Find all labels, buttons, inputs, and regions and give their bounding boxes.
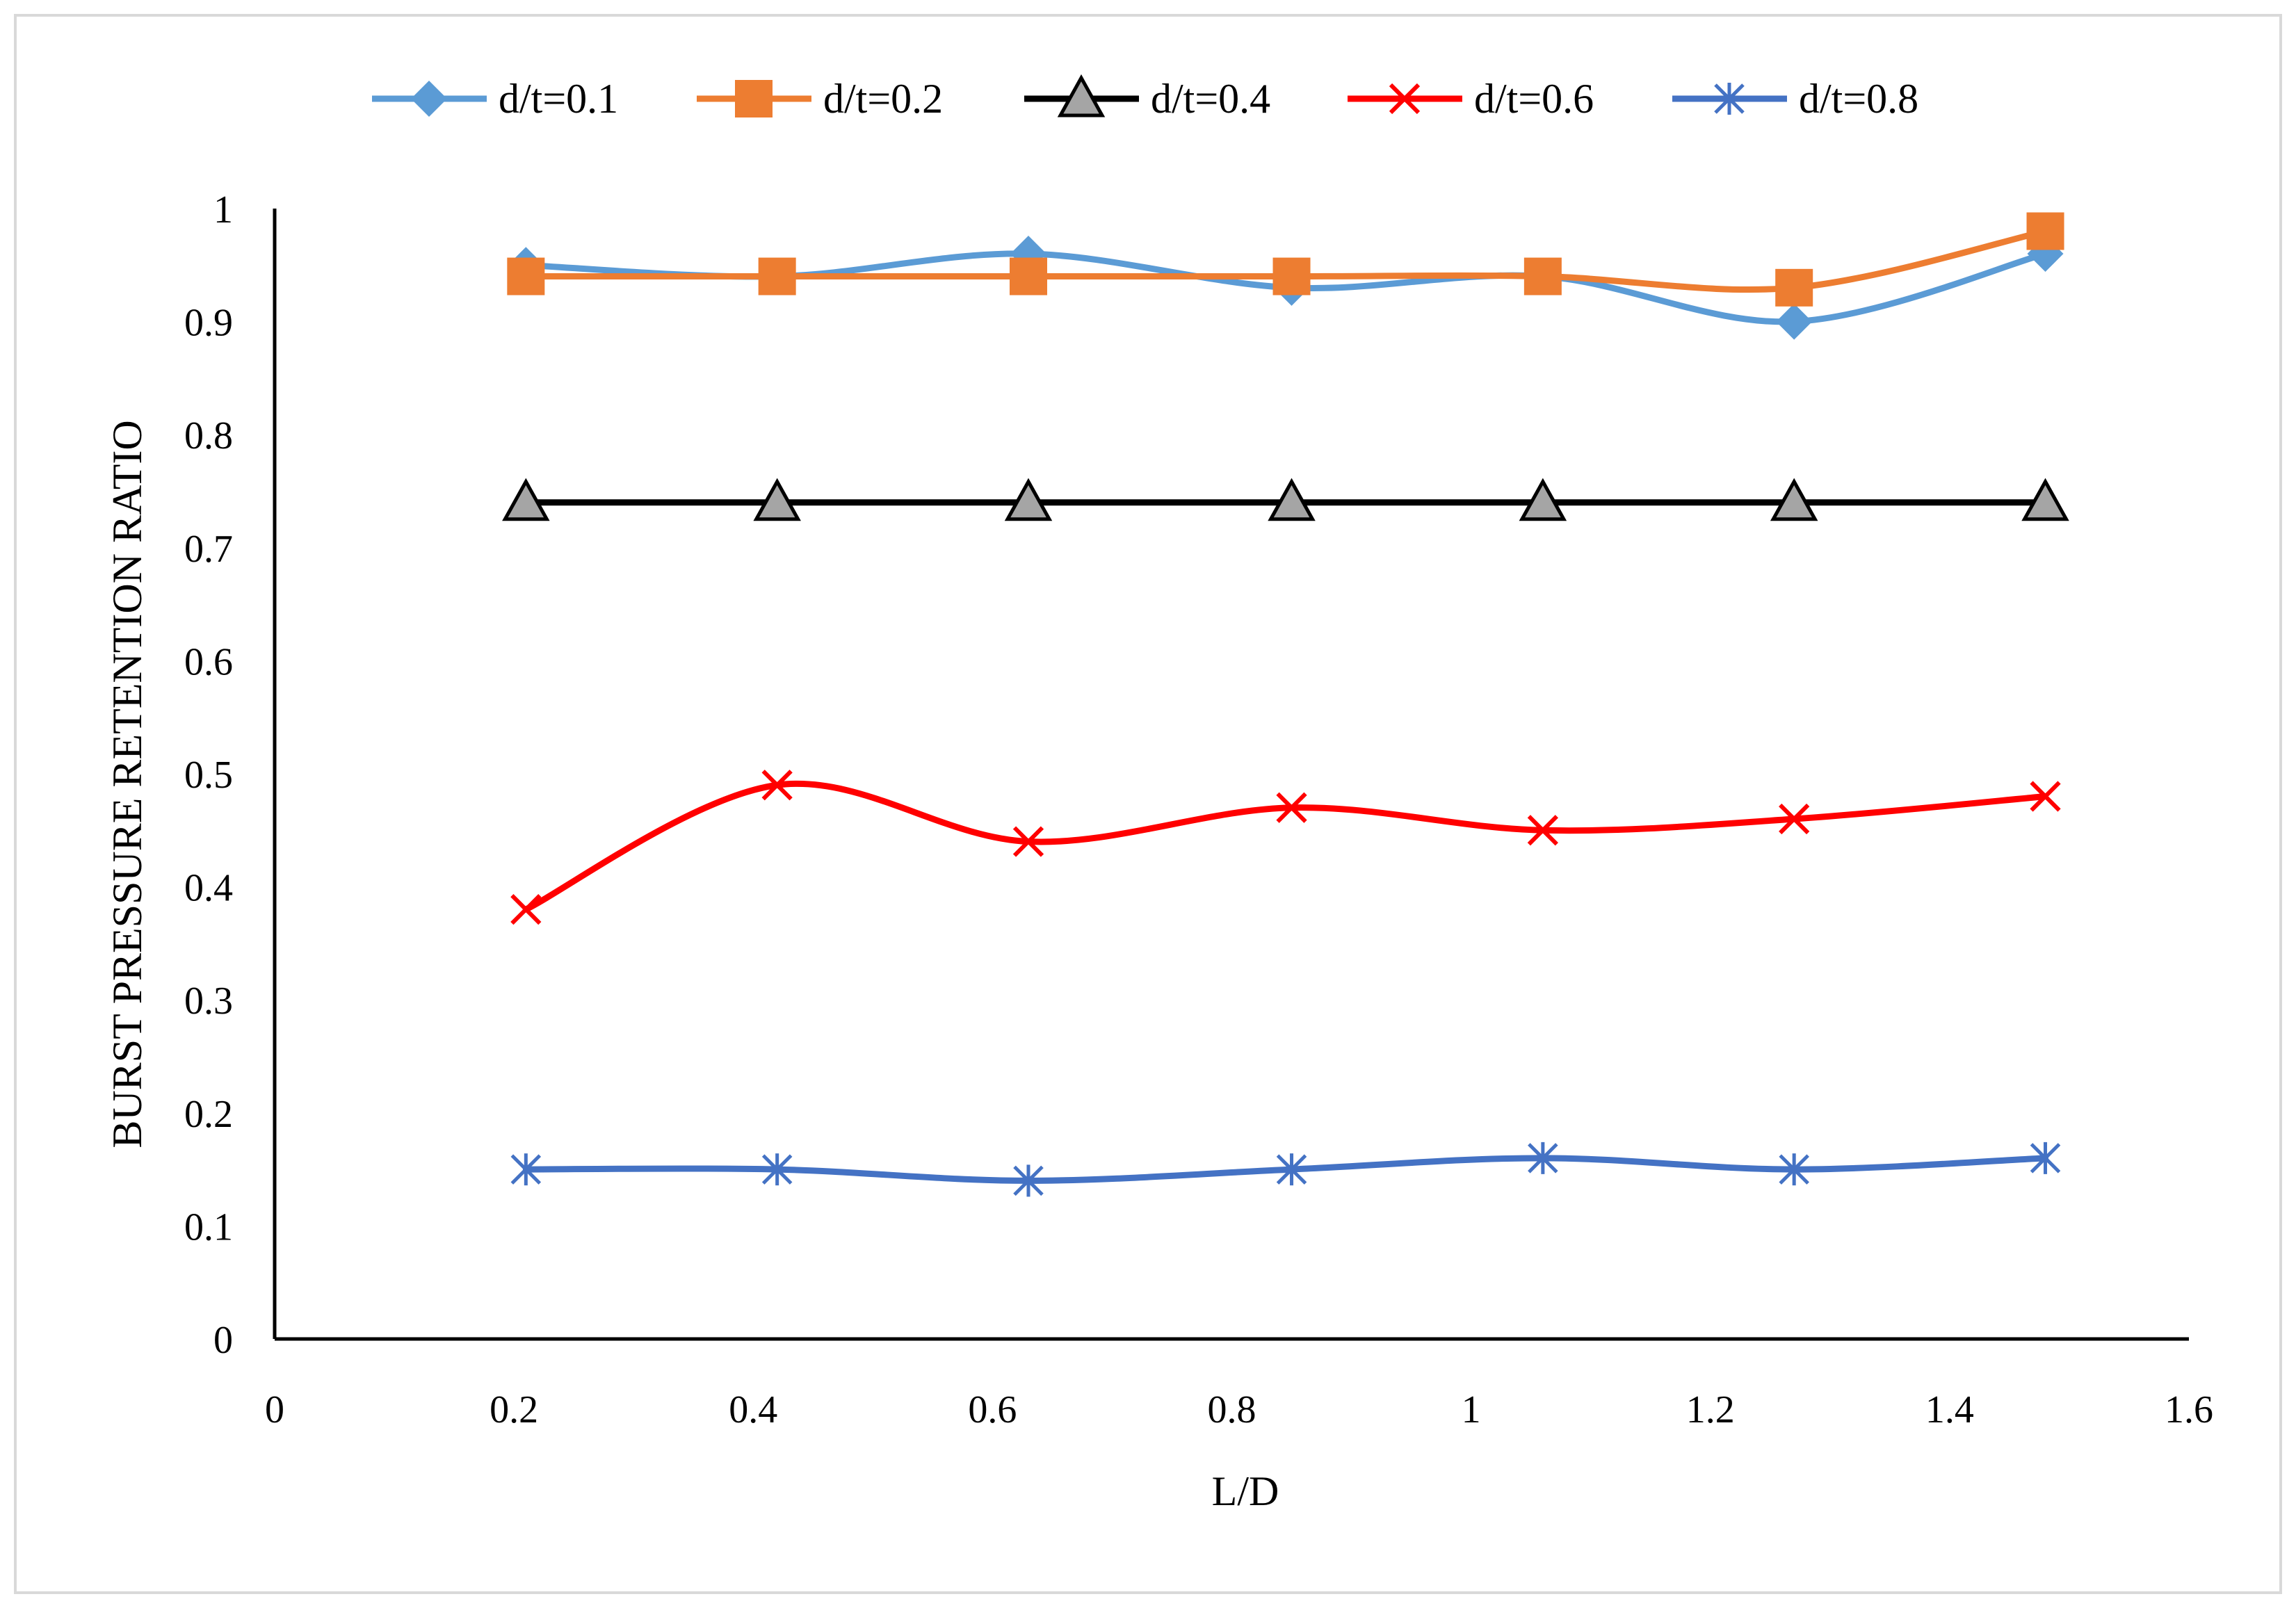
legend-marker <box>1714 83 1745 115</box>
x-tick-label: 0.2 <box>490 1388 538 1431</box>
data-point <box>1770 478 1818 521</box>
data-point <box>1013 1164 1044 1197</box>
data-point <box>1272 257 1311 295</box>
data-point <box>1012 826 1044 857</box>
y-tick-label: 0.5 <box>184 754 233 797</box>
data-point <box>761 770 793 801</box>
x-tick-label: 1.6 <box>2165 1388 2213 1431</box>
data-point <box>1004 478 1053 521</box>
legend-item: d/t=0.2 <box>697 76 943 122</box>
legend-label: d/t=0.2 <box>823 76 943 122</box>
data-point <box>507 257 545 295</box>
y-tick-label: 0.6 <box>184 640 233 683</box>
data-point <box>1276 1153 1307 1186</box>
data-point <box>1528 1142 1558 1174</box>
data-point <box>1779 803 1810 835</box>
data-point <box>510 893 542 925</box>
data-point <box>502 478 550 521</box>
x-tick-label: 1.2 <box>1686 1388 1735 1431</box>
data-point <box>510 1153 542 1186</box>
data-point <box>1775 268 1813 307</box>
legend-item: d/t=0.6 <box>1348 76 1594 122</box>
x-tick-label: 0 <box>265 1388 284 1431</box>
data-point <box>761 1153 793 1186</box>
y-tick-label: 0.4 <box>184 867 233 910</box>
x-tick-label: 0.8 <box>1208 1388 1256 1431</box>
series-d/t=0.6 <box>510 770 2061 925</box>
y-tick-label: 0.8 <box>184 414 233 457</box>
data-point <box>1009 257 1047 295</box>
data-point <box>2030 1142 2061 1174</box>
data-point <box>2021 478 2069 521</box>
legend-marker <box>1057 74 1106 117</box>
legend-label: d/t=0.6 <box>1474 76 1594 122</box>
data-point <box>1527 815 1558 846</box>
data-point <box>1776 303 1813 340</box>
series-d/t=0.4 <box>502 478 2069 521</box>
x-axis-title: L/D <box>1212 1468 1279 1514</box>
series-d/t=0.8 <box>510 1142 2061 1197</box>
legend-marker <box>735 80 773 117</box>
legend-item: d/t=0.1 <box>372 76 618 122</box>
y-tick-label: 0 <box>213 1319 233 1362</box>
y-axis: 0 0.1 0.2 0.3 0.4 0.5 0.6 0.7 0.8 0.9 1 <box>184 188 277 1362</box>
legend-label: d/t=0.8 <box>1799 76 1918 122</box>
data-point <box>1268 478 1316 521</box>
x-axis: 0 0.2 0.4 0.6 0.8 1 1.2 1.4 1.6 <box>265 1337 2213 1431</box>
legend-marker <box>1389 83 1421 115</box>
data-point <box>2026 212 2064 250</box>
x-tick-label: 0.6 <box>968 1388 1017 1431</box>
x-tick-label: 0.4 <box>729 1388 777 1431</box>
data-point <box>758 257 796 295</box>
y-axis-title: BURST PRESSURE RETENTION RATIO <box>104 420 150 1148</box>
data-point <box>753 478 801 521</box>
legend: d/t=0.1 d/t=0.2 d/t=0.4 d/t=0.6 d/t=0.8 <box>372 74 1918 122</box>
y-tick-label: 0.3 <box>184 980 233 1023</box>
x-tick-label: 1 <box>1462 1388 1481 1431</box>
series-d/t=0.2 <box>507 212 2064 307</box>
legend-marker <box>411 81 447 117</box>
data-point <box>1519 478 1567 521</box>
data-point <box>2030 781 2061 812</box>
x-tick-label: 1.4 <box>1925 1388 1974 1431</box>
data-point <box>1276 792 1307 823</box>
data-point <box>1523 257 1562 295</box>
legend-item: d/t=0.4 <box>1024 74 1270 122</box>
legend-label: d/t=0.4 <box>1151 76 1270 122</box>
y-tick-label: 0.7 <box>184 528 233 571</box>
legend-item: d/t=0.8 <box>1672 76 1918 122</box>
y-tick-label: 0.2 <box>184 1093 233 1136</box>
legend-label: d/t=0.1 <box>499 76 618 122</box>
y-tick-label: 0.9 <box>184 302 233 345</box>
series-group <box>502 212 2069 1197</box>
y-tick-label: 0.1 <box>184 1205 233 1249</box>
data-point <box>1779 1153 1809 1186</box>
y-tick-label: 1 <box>213 188 233 232</box>
